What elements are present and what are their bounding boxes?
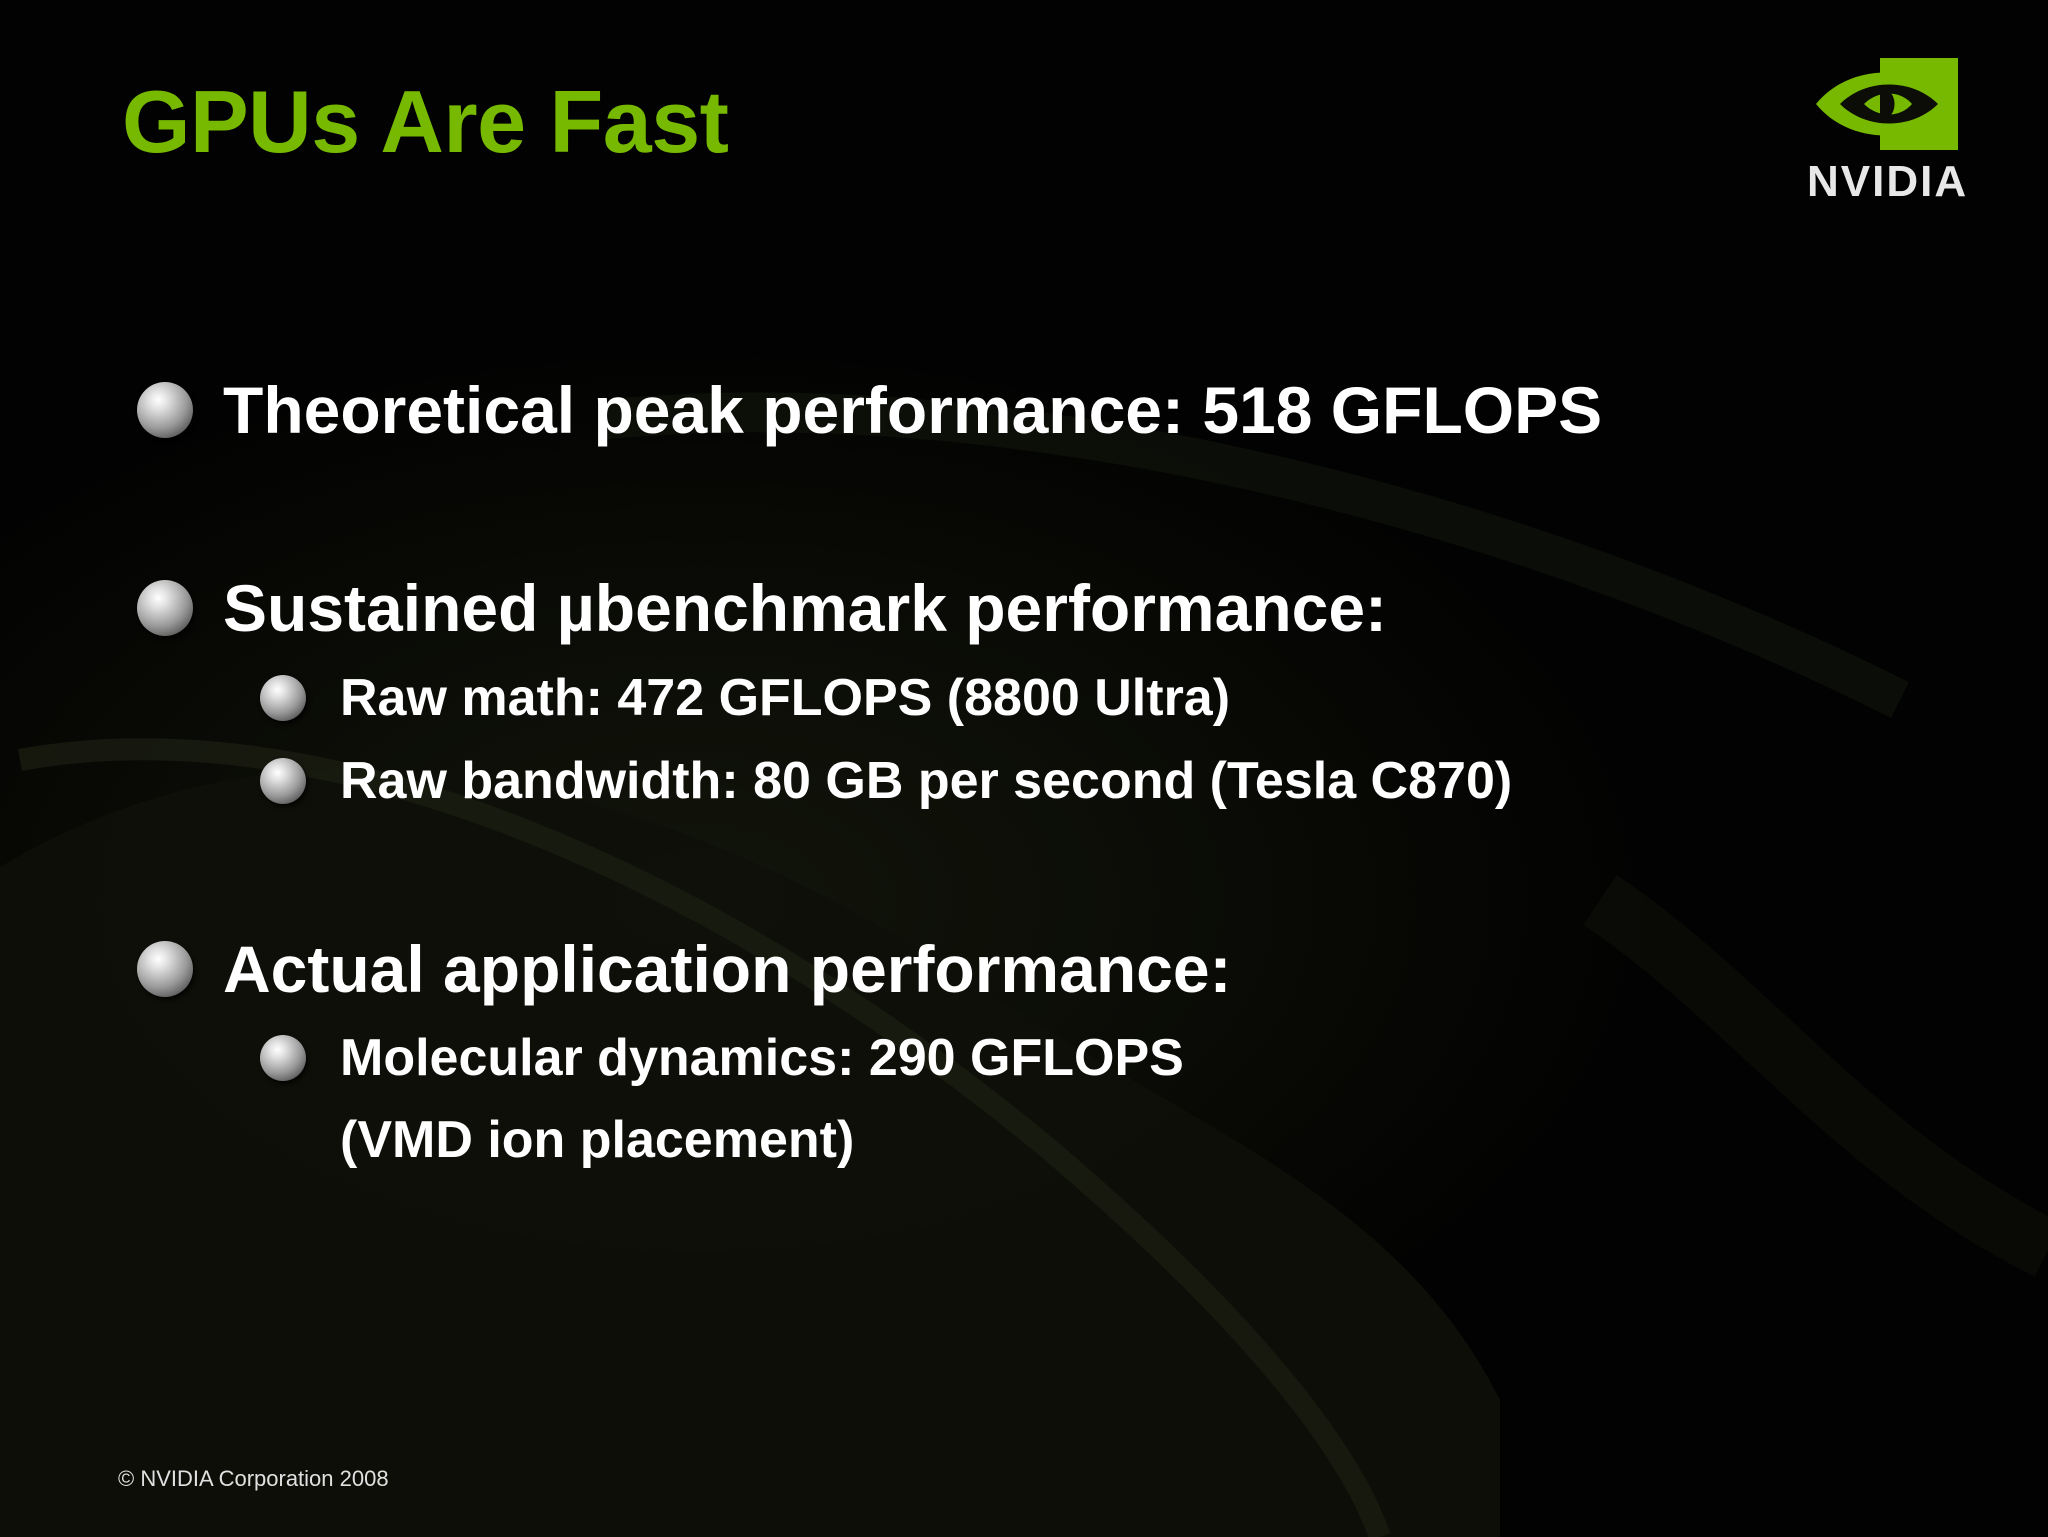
sub-bullet-molecular-dynamics: Molecular dynamics: 290 GFLOPS (260, 1026, 1184, 1090)
bullet-theoretical-peak: Theoretical peak performance: 518 GFLOPS (137, 370, 1602, 450)
bullet-text: Actual application performance: (223, 932, 1232, 1006)
slide-title: GPUs Are Fast (122, 72, 729, 171)
bullet-text: Sustained µbenchmark performance: (223, 571, 1388, 645)
sphere-bullet-icon (260, 675, 306, 721)
sub-bullet-text: Molecular dynamics: 290 GFLOPS (340, 1029, 1184, 1087)
sphere-bullet-icon (137, 941, 193, 997)
sphere-bullet-icon (260, 758, 306, 804)
bullet-actual-application: Actual application performance: (137, 929, 1232, 1009)
sub-bullet-raw-bandwidth: Raw bandwidth: 80 GB per second (Tesla C… (260, 749, 1512, 813)
sphere-bullet-icon (260, 1035, 306, 1081)
bullet-sustained-benchmark: Sustained µbenchmark performance: (137, 568, 1387, 648)
sub-bullet-continuation: (VMD ion placement) (340, 1111, 855, 1169)
sub-bullet-text: Raw bandwidth: 80 GB per second (Tesla C… (340, 752, 1513, 810)
sphere-bullet-icon (137, 382, 193, 438)
bullet-text: Theoretical peak performance: 518 GFLOPS (223, 373, 1603, 447)
sub-bullet-text: Raw math: 472 GFLOPS (8800 Ultra) (340, 669, 1231, 727)
nvidia-wordmark: NVIDIA (1807, 157, 1969, 206)
copyright-footer: © NVIDIA Corporation 2008 (118, 1466, 389, 1491)
sub-bullet-raw-math: Raw math: 472 GFLOPS (8800 Ultra) (260, 666, 1230, 730)
sphere-bullet-icon (137, 580, 193, 636)
nvidia-eye-logo (1816, 58, 1958, 150)
